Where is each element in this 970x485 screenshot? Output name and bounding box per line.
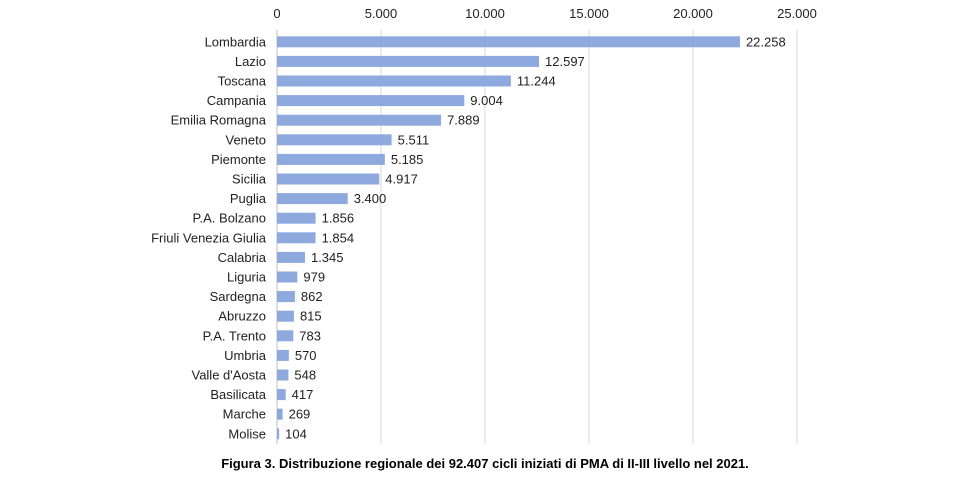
value-label: 3.400 (354, 191, 387, 206)
bars (277, 36, 740, 440)
bar (277, 153, 385, 165)
category-label: Molise (228, 426, 266, 441)
value-label: 862 (301, 289, 323, 304)
value-label: 979 (303, 270, 325, 285)
bar (277, 369, 289, 381)
value-label: 4.917 (385, 172, 418, 187)
value-label: 7.889 (447, 113, 480, 128)
category-label: Marche (223, 407, 266, 422)
bar (277, 193, 348, 205)
value-label: 9.004 (470, 93, 503, 108)
bar (277, 271, 298, 283)
category-label: Calabria (218, 250, 267, 265)
category-label: Campania (207, 93, 267, 108)
value-labels: 22.258 12.597 11.244 9.004 7.889 5.511 5.185 4.… (285, 34, 786, 441)
bar (277, 389, 286, 401)
bar (277, 134, 392, 146)
value-label: 1.854 (322, 230, 355, 245)
value-label: 815 (300, 309, 322, 324)
x-tick-label: 20.000 (673, 6, 713, 21)
value-label: 5.185 (391, 152, 424, 167)
value-label: 12.597 (545, 54, 585, 69)
bar (277, 114, 442, 126)
value-label: 11.244 (517, 74, 556, 89)
bar (277, 55, 540, 67)
bar (277, 232, 316, 244)
bar (277, 173, 380, 185)
bar (277, 428, 280, 440)
category-label: Puglia (230, 191, 267, 206)
x-tick-label: 0 (273, 6, 280, 21)
category-label: Piemonte (211, 152, 266, 167)
figure-caption: Figura 3. Distribuzione regionale dei 92… (221, 456, 749, 471)
bar (277, 349, 289, 361)
value-label: 417 (292, 387, 314, 402)
x-tick-label: 15.000 (569, 6, 609, 21)
category-label: P.A. Trento (203, 328, 266, 343)
value-label: 5.511 (398, 132, 430, 147)
value-label: 22.258 (746, 34, 786, 49)
category-label: P.A. Bolzano (193, 211, 266, 226)
value-label: 570 (295, 348, 317, 363)
bar (277, 291, 295, 303)
category-label: Valle d'Aosta (191, 368, 266, 383)
bar (277, 251, 305, 263)
x-tick-label: 10.000 (465, 6, 505, 21)
category-label: Basilicata (210, 387, 266, 402)
gridlines (276, 30, 798, 444)
value-label: 104 (285, 426, 307, 441)
category-label: Liguria (227, 270, 267, 285)
category-labels: Lombardia Lazio Toscana Campania Emilia Roma… (151, 34, 267, 441)
category-label: Sicilia (232, 172, 267, 187)
category-label: Umbria (224, 348, 267, 363)
category-label: Toscana (218, 74, 267, 89)
value-label: 783 (299, 328, 321, 343)
bar (277, 310, 294, 322)
value-label: 1.856 (322, 211, 355, 226)
bar (277, 408, 283, 420)
category-label: Veneto (226, 132, 267, 147)
bar (277, 212, 316, 224)
category-label: Friuli Venezia Giulia (151, 230, 267, 245)
category-label: Abruzzo (218, 309, 266, 324)
bar (277, 36, 740, 48)
category-label: Lazio (235, 54, 266, 69)
category-label: Sardegna (210, 289, 267, 304)
value-label: 548 (294, 368, 316, 383)
value-label: 269 (289, 407, 311, 422)
category-label: Lombardia (205, 34, 267, 49)
category-label: Emilia Romagna (171, 113, 267, 128)
x-axis-ticks: 0 5.000 10.000 15.000 20.000 25.000 (273, 6, 817, 21)
bar (277, 95, 465, 107)
bar (277, 75, 511, 87)
value-label: 1.345 (311, 250, 344, 265)
x-tick-label: 5.000 (365, 6, 398, 21)
bar (277, 330, 294, 342)
x-tick-label: 25.000 (777, 6, 817, 21)
bar-chart: 0 5.000 10.000 15.000 20.000 25.000 Lombardia… (151, 6, 817, 444)
